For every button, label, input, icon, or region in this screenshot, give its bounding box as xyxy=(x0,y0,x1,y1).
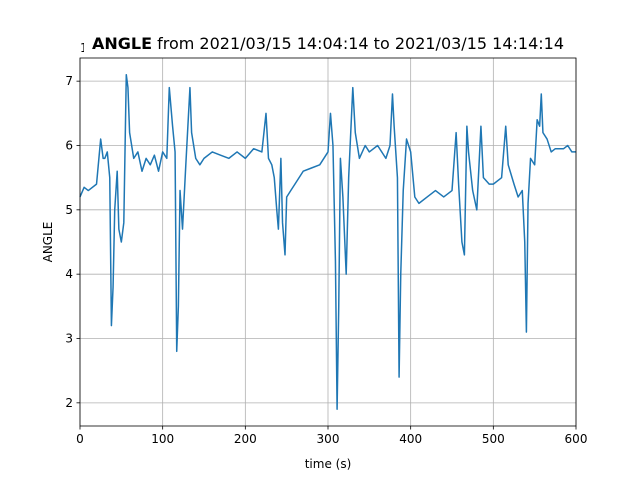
x-tick-label: 100 xyxy=(151,432,174,446)
y-tick-label: 3 xyxy=(65,332,73,346)
chart-title: ANGLE from 2021/03/15 14:04:14 to 2021/0… xyxy=(92,34,564,53)
y-tick-label: 5 xyxy=(65,203,73,217)
x-tick-label: 0 xyxy=(76,432,84,446)
y-tick-label: 7 xyxy=(65,74,73,88)
y-axis-label: ANGLE xyxy=(41,222,55,263)
x-tick-label: 400 xyxy=(399,432,422,446)
title-rest: from 2021/03/15 14:04:14 to 2021/03/15 1… xyxy=(157,34,564,53)
data-line xyxy=(79,73,576,411)
y-tick-label: 2 xyxy=(65,396,73,410)
plot xyxy=(79,73,576,411)
x-tick-label: 200 xyxy=(234,432,257,446)
x-tick-label: 300 xyxy=(317,432,340,446)
x-tick-label: 500 xyxy=(482,432,505,446)
y-tick-label: 6 xyxy=(65,138,73,152)
title-bold: ANGLE xyxy=(92,34,152,53)
x-tick-label: 600 xyxy=(565,432,588,446)
title-bg xyxy=(84,34,574,52)
grid xyxy=(79,58,577,426)
y-tick-label: 4 xyxy=(65,267,73,281)
x-axis-label: time (s) xyxy=(305,457,352,471)
